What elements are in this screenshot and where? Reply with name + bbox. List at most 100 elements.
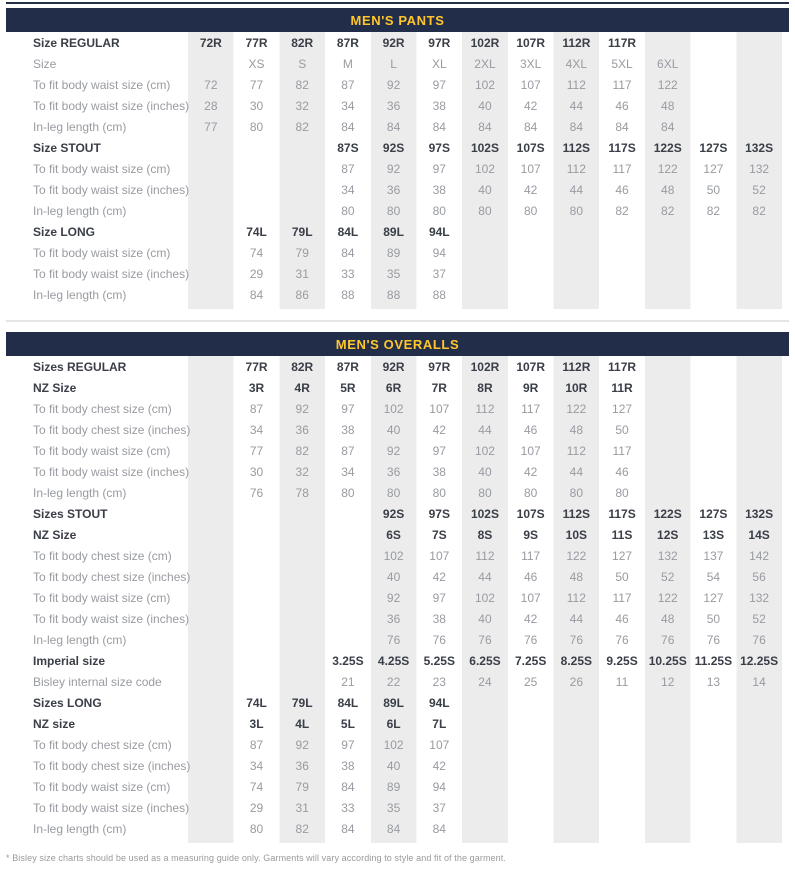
size-cell: 80 — [615, 485, 629, 500]
size-cell: 32 — [295, 464, 309, 479]
size-cell: 87 — [341, 443, 355, 458]
row-label: Imperial size — [33, 653, 106, 668]
size-cell: 89 — [386, 245, 401, 260]
size-cell: 46 — [615, 611, 629, 626]
size-cell: 13S — [702, 527, 725, 542]
size-cell: 38 — [341, 758, 355, 773]
size-cell: 84 — [661, 119, 675, 134]
top-border-rule — [6, 2, 789, 4]
table-row: Size REGULAR 72R 77R 82R 87R 92R 97R 102R 107R 11… — [6, 32, 789, 53]
size-cell: 5.25S — [423, 653, 455, 668]
size-cell: 84 — [386, 821, 401, 836]
size-cell: 36 — [386, 98, 401, 113]
table-row: Size STOUT 87S 92S 97S 102S 107S 112S 117S 122S 1… — [6, 137, 789, 158]
size-cell: 23 — [432, 674, 446, 689]
size-cell: 12.25S — [740, 653, 779, 668]
table-row: NZ size 3L 4L 5L 6L 7L — [6, 713, 789, 734]
size-cell: 77R — [245, 359, 268, 374]
size-cell: 30 — [249, 98, 264, 113]
table-row: To fit body waist size (cm) 72 77 82 87 92 97 1… — [6, 74, 789, 95]
size-cell: 117R — [608, 359, 637, 374]
row-label: Size LONG — [33, 224, 96, 239]
size-cell: 50 — [615, 569, 629, 584]
table-row: To fit body waist size (inches) 34 36 38 40 4… — [6, 179, 789, 200]
size-cell: 80 — [249, 119, 264, 134]
size-cell: 72R — [199, 35, 222, 50]
row-label: To fit body chest size (inches) — [33, 758, 191, 773]
size-cell: 84 — [341, 821, 355, 836]
size-cell: 76 — [523, 632, 538, 647]
size-cell: 112 — [475, 401, 495, 416]
size-cell: 42 — [432, 422, 446, 437]
size-cell: 72 — [204, 77, 218, 92]
size-cell: 50 — [706, 182, 721, 197]
size-cell: 76 — [615, 632, 629, 647]
size-cell: 107 — [520, 590, 541, 605]
size-cell: XS — [248, 56, 265, 71]
size-cell: 127 — [703, 590, 724, 605]
size-cell: 117 — [521, 548, 541, 563]
size-cell: 87 — [341, 161, 355, 176]
size-cell: 112 — [566, 443, 586, 458]
size-cell: 92R — [382, 35, 405, 50]
row-label: To fit body waist size (inches) — [33, 98, 190, 113]
size-cell: 87 — [249, 737, 264, 752]
size-cell: 48 — [661, 98, 675, 113]
row-label: To fit body chest size (cm) — [33, 737, 172, 752]
row-label: NZ Size — [33, 527, 77, 542]
row-label: To fit body waist size (cm) — [33, 443, 171, 458]
size-cell: 82 — [661, 203, 675, 218]
size-cell: 40 — [478, 182, 492, 197]
size-cell: 79L — [291, 224, 313, 239]
size-cell: 112 — [566, 77, 586, 92]
size-cell: 88 — [386, 287, 401, 302]
size-cell: 89 — [386, 779, 401, 794]
size-cell: 40 — [478, 611, 492, 626]
size-cell: 34 — [249, 758, 264, 773]
row-label: Size STOUT — [33, 140, 101, 155]
size-cell: 142 — [749, 548, 770, 563]
row-label: To fit body chest size (cm) — [33, 401, 172, 416]
row-label: Size — [33, 56, 57, 71]
size-cell: 97R — [428, 359, 451, 374]
size-cell: 79 — [295, 245, 309, 260]
size-cell: 92 — [295, 737, 309, 752]
table-row: To fit body waist size (inches) 29 31 33 35 3… — [6, 263, 789, 284]
size-cell: 35 — [386, 266, 401, 281]
size-cell: 117R — [608, 35, 637, 50]
size-cell: 122 — [657, 77, 678, 92]
size-cell: 84 — [615, 119, 629, 134]
size-cell: 102S — [470, 140, 499, 155]
row-label: To fit body waist size (inches) — [33, 266, 190, 281]
size-cell: 102R — [470, 35, 500, 50]
size-cell: 112S — [562, 506, 591, 521]
size-cell: 97 — [432, 590, 446, 605]
size-cell: 102 — [474, 77, 495, 92]
size-cell: 34 — [341, 98, 355, 113]
size-cell: 9S — [523, 527, 538, 542]
size-cell: 92 — [386, 590, 401, 605]
row-label: NZ size — [33, 716, 76, 731]
table-row: To fit body waist size (inches) 29 31 33 35 3… — [6, 797, 789, 818]
size-cell: 97 — [341, 737, 355, 752]
table-row: To fit body chest size (inches) 40 42 44 46 4… — [6, 566, 789, 587]
size-cell: 6L — [386, 716, 401, 731]
size-cell: 76 — [432, 632, 446, 647]
size-cell: 24 — [478, 674, 492, 689]
size-cell: 107 — [520, 77, 541, 92]
size-cell: 48 — [661, 182, 675, 197]
size-cell: 127S — [699, 140, 728, 155]
size-cell: 92S — [382, 140, 405, 155]
size-cell: 76 — [752, 632, 766, 647]
row-label: To fit body waist size (cm) — [33, 77, 171, 92]
size-cell: 9R — [522, 380, 539, 395]
size-cell: 6S — [386, 527, 401, 542]
size-cell: 48 — [569, 422, 584, 437]
size-cell: 77 — [249, 77, 264, 92]
size-cell: 52 — [752, 611, 766, 626]
size-cell: 46 — [523, 422, 538, 437]
size-cell: 36 — [386, 611, 401, 626]
size-cell: 88 — [341, 287, 355, 302]
table-row: Size LONG 74L 79L 84L 89L 94L — [6, 221, 789, 242]
size-cell: 40 — [386, 569, 401, 584]
